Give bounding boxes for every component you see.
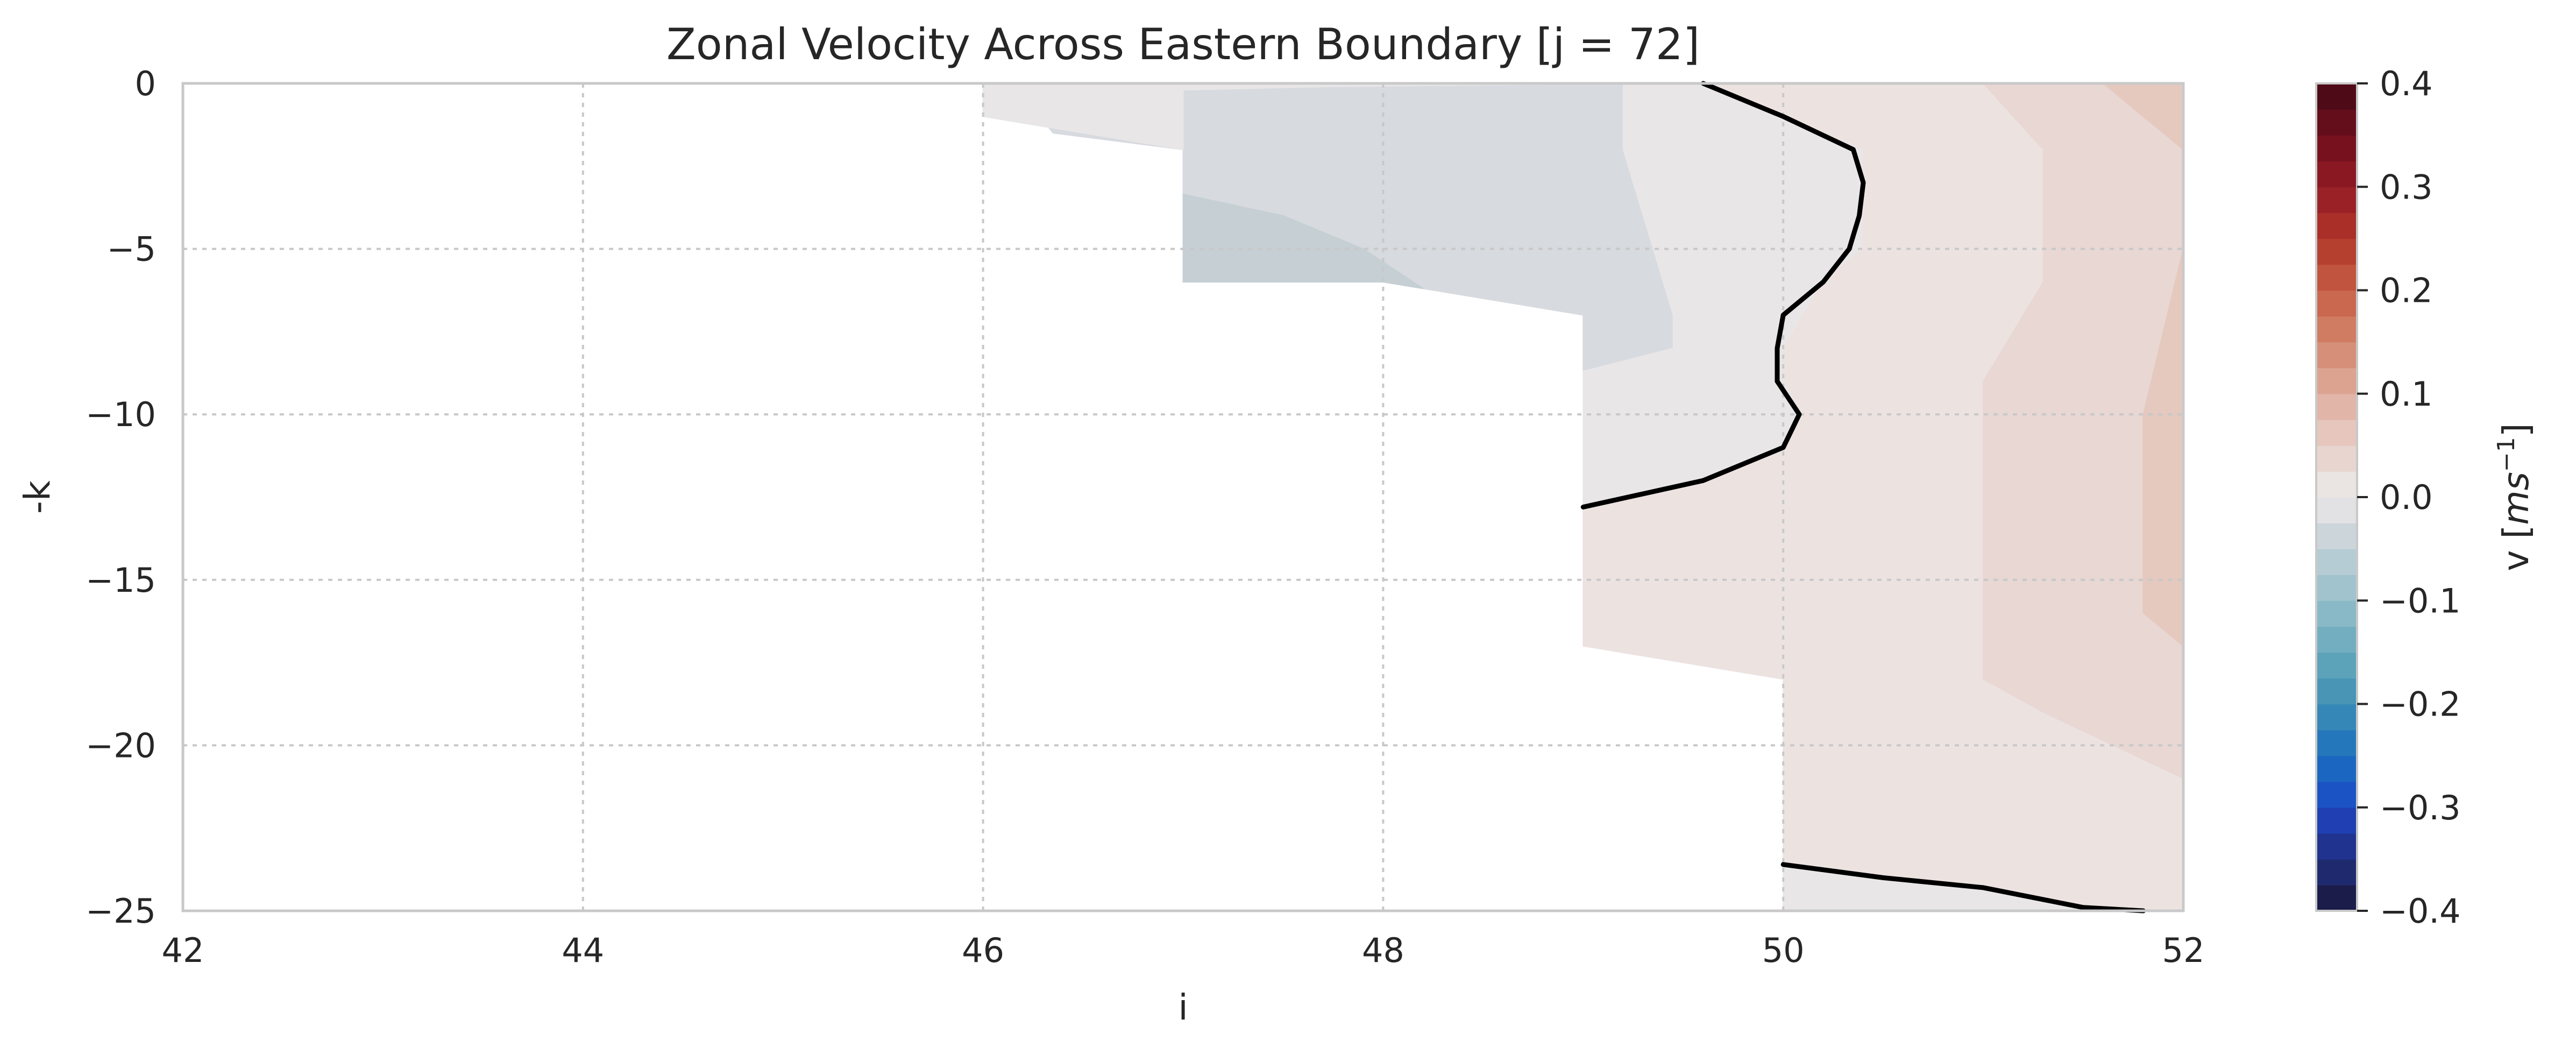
colorbar-segment (2316, 161, 2357, 187)
colorbar-segment (2316, 135, 2357, 161)
colorbar-segment (2316, 342, 2357, 369)
colorbar-segment (2316, 885, 2357, 911)
colorbar-segment (2316, 549, 2357, 575)
colorbar-segment (2316, 316, 2357, 343)
y-tick-label: −5 (107, 230, 156, 269)
x-tick-label: 48 (1362, 931, 1404, 970)
colorbar-label-exponent: −1 (2493, 437, 2520, 472)
colorbar-segment (2316, 756, 2357, 782)
colorbar-tick-label: 0.1 (2380, 374, 2433, 414)
colorbar-segment (2316, 83, 2357, 110)
colorbar-segment (2316, 704, 2357, 731)
colorbar-tick-label: −0.3 (2380, 788, 2461, 827)
colorbar-label-close: ] (2495, 423, 2537, 437)
colorbar-segment (2316, 782, 2357, 808)
colorbar-label: v [ms−1] (2493, 423, 2537, 571)
x-tick-label: 46 (962, 931, 1004, 970)
colorbar-segment (2316, 471, 2357, 498)
chart-title: Zonal Velocity Across Eastern Boundary [… (666, 19, 1700, 69)
colorbar-segment (2316, 420, 2357, 446)
colorbar-segment (2316, 523, 2357, 549)
colorbar (2316, 83, 2357, 911)
colorbar-segment (2316, 497, 2357, 523)
filled-contour-regions (983, 83, 2183, 911)
colorbar-segment (2316, 187, 2357, 213)
colorbar-segment (2316, 213, 2357, 239)
y-tick-label: −10 (86, 395, 156, 434)
colorbar-tick-label: 0.0 (2380, 478, 2433, 517)
colorbar-segment (2316, 575, 2357, 601)
colorbar-label-unit: ms (2495, 472, 2537, 525)
colorbar-segment (2316, 600, 2357, 627)
colorbar-ticks: −0.4 −0.3 −0.2 −0.1 0.0 0.1 0.2 0.3 0.4 (2357, 64, 2461, 931)
y-tick-label: −20 (86, 726, 156, 765)
colorbar-tick-label: −0.4 (2380, 891, 2461, 931)
colorbar-tick-label: 0.2 (2380, 271, 2433, 310)
x-tick-label: 52 (2162, 931, 2205, 970)
colorbar-segment (2316, 238, 2357, 265)
y-tick-label: 0 (135, 64, 156, 103)
colorbar-segment (2316, 626, 2357, 653)
colorbar-label-text: v [ (2495, 525, 2537, 571)
colorbar-tick-label: 0.4 (2380, 64, 2433, 103)
x-axis-ticks: 42 44 46 48 50 52 (162, 931, 2205, 970)
colorbar-segment (2316, 808, 2357, 834)
colorbar-tick-label: 0.3 (2380, 167, 2433, 207)
y-axis-label: -k (17, 480, 58, 514)
colorbar-segment (2316, 291, 2357, 317)
colorbar-segment (2316, 109, 2357, 136)
colorbar-segment (2316, 394, 2357, 420)
x-tick-label: 42 (162, 931, 204, 970)
y-axis-ticks: 0 −5 −10 −15 −20 −25 (86, 64, 156, 931)
colorbar-segment (2316, 445, 2357, 472)
colorbar-segment (2316, 368, 2357, 394)
x-axis-label: i (1178, 987, 1188, 1028)
colorbar-segment (2316, 730, 2357, 756)
colorbar-segment (2316, 264, 2357, 291)
colorbar-tick-label: −0.1 (2380, 581, 2461, 620)
y-tick-label: −25 (86, 891, 156, 931)
y-tick-label: −15 (86, 561, 156, 600)
colorbar-segment (2316, 678, 2357, 704)
x-tick-label: 50 (1762, 931, 1805, 970)
colorbar-segment (2316, 859, 2357, 886)
x-tick-label: 44 (562, 931, 604, 970)
colorbar-tick-label: −0.2 (2380, 685, 2461, 724)
colorbar-segment (2316, 833, 2357, 860)
colorbar-segment (2316, 652, 2357, 678)
